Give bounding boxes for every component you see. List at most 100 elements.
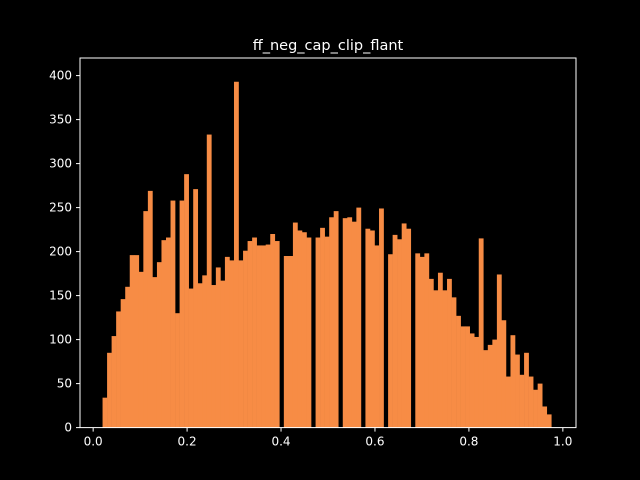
histogram-bar <box>392 234 398 428</box>
histogram-bar <box>243 250 248 428</box>
histogram-bar <box>478 238 484 428</box>
histogram-bar <box>152 277 158 428</box>
histogram-bar <box>288 256 294 428</box>
histogram-bar <box>283 256 289 428</box>
histogram-bar <box>424 253 430 428</box>
histogram-bar <box>515 354 520 428</box>
histogram-bar <box>111 336 117 428</box>
x-tick-label: 0.6 <box>365 435 384 449</box>
histogram-bar <box>170 200 176 428</box>
histogram-bar <box>211 285 217 428</box>
histogram-bar <box>374 245 380 428</box>
histogram-bar <box>451 297 457 428</box>
histogram-bar <box>501 320 507 428</box>
histogram-bar <box>356 207 362 428</box>
histogram-bar <box>324 236 330 428</box>
chart-title: ff_neg_cap_clip_flant <box>253 38 404 54</box>
x-tick-label: 0.2 <box>178 435 197 449</box>
x-tick-label: 0.0 <box>84 435 103 449</box>
y-tick-label: 200 <box>49 245 72 259</box>
histogram-bar <box>447 278 452 428</box>
histogram-bar <box>224 256 230 428</box>
x-axis: 0.0 0.2 0.4 0.6 0.8 1.0 <box>84 427 572 449</box>
histogram-bar <box>102 397 108 428</box>
histogram-bar <box>265 244 271 428</box>
y-tick-label: 150 <box>49 289 72 303</box>
histogram-bar <box>138 271 144 428</box>
histogram-bar <box>197 283 203 428</box>
histogram-bar <box>433 290 439 428</box>
histogram-bar <box>256 245 262 428</box>
y-tick-label: 400 <box>49 69 72 83</box>
histogram-bar <box>365 228 371 428</box>
histogram-bar <box>292 222 298 428</box>
histogram-bar <box>388 254 393 428</box>
histogram-bar <box>220 280 226 428</box>
histogram-bar <box>166 237 171 428</box>
histogram-bar <box>428 278 434 428</box>
histogram-bar <box>510 335 516 428</box>
histogram-bar <box>125 286 131 428</box>
histogram-bar <box>274 241 280 428</box>
histogram-bar <box>528 376 534 428</box>
x-tick-label: 0.8 <box>459 435 478 449</box>
histogram-bar <box>342 218 348 428</box>
histogram-bar <box>147 190 153 428</box>
histogram-bar <box>206 134 212 428</box>
y-tick-label: 50 <box>57 377 72 391</box>
histogram-bar <box>116 311 121 428</box>
histogram-bar <box>505 376 511 428</box>
histogram-bar <box>184 174 189 428</box>
histogram-bar <box>524 352 529 428</box>
histogram-bar <box>215 267 221 428</box>
histogram-bar <box>456 315 461 428</box>
histogram-bar <box>474 336 480 428</box>
y-tick-label: 0 <box>64 421 72 435</box>
histogram-bar <box>397 239 402 428</box>
histogram-bar <box>120 299 126 428</box>
histogram-bar <box>415 253 421 428</box>
histogram-bar <box>419 256 425 428</box>
histogram-bar <box>179 200 185 428</box>
histogram-bar <box>487 344 493 428</box>
histogram-bar <box>233 81 239 428</box>
histogram-bar <box>175 313 180 428</box>
histogram-bar <box>261 245 267 428</box>
histogram-bar <box>406 228 412 428</box>
histogram-bar <box>469 333 475 428</box>
histogram-bar <box>252 237 257 428</box>
histogram-bar <box>238 260 244 428</box>
histogram-bar <box>542 406 548 428</box>
histogram-bar <box>129 255 135 428</box>
histogram-bar <box>188 288 194 428</box>
histogram-bar <box>369 230 375 428</box>
histogram-bar <box>492 339 498 428</box>
histogram-bar <box>270 234 276 428</box>
histogram-bar <box>333 211 339 428</box>
histogram-bar <box>379 208 384 428</box>
histogram-bar <box>301 232 307 428</box>
histogram-bar <box>442 290 448 428</box>
histogram-bar <box>496 274 502 428</box>
x-tick-label: 1.0 <box>553 435 572 449</box>
histogram-bar <box>320 227 325 428</box>
histogram-bar <box>247 241 253 428</box>
histogram-bar <box>143 211 149 428</box>
histogram-bar <box>483 350 489 428</box>
y-tick-label: 100 <box>49 333 72 347</box>
histogram-bar <box>202 275 208 428</box>
histogram-bar <box>229 260 235 428</box>
y-axis: 0 50 100 150 200 250 300 350 400 <box>49 69 80 435</box>
histogram-bar <box>401 223 407 428</box>
y-tick-label: 250 <box>49 201 72 215</box>
histogram-bar <box>460 326 466 428</box>
histogram-bar <box>306 237 312 428</box>
histogram-bar <box>297 230 303 428</box>
histogram-bar <box>465 326 470 428</box>
histogram-bar <box>347 217 353 428</box>
histogram-bar <box>537 383 543 428</box>
histogram-bar <box>519 374 525 428</box>
x-tick-label: 0.4 <box>271 435 290 449</box>
y-tick-label: 300 <box>49 157 72 171</box>
